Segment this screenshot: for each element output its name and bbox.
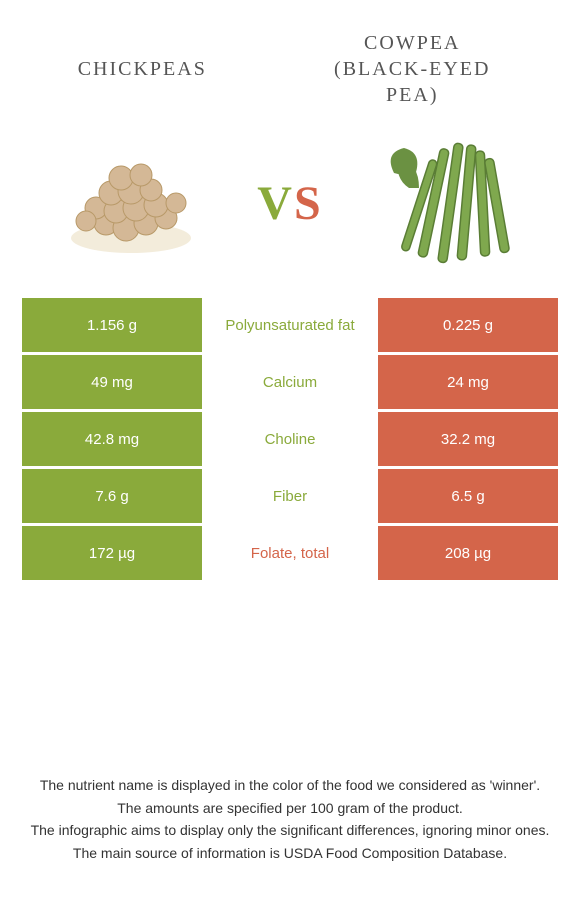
header: CHICKPEAS COWPEA (BLACK-EYED PEA): [0, 0, 580, 118]
nutrient-name-cell: Polyunsaturated fat: [202, 298, 378, 352]
footnote-line: The nutrient name is displayed in the co…: [30, 774, 550, 796]
images-row: VS: [0, 118, 580, 298]
left-value-cell: 7.6 g: [22, 469, 202, 523]
left-value-cell: 172 µg: [22, 526, 202, 580]
left-value-cell: 1.156 g: [22, 298, 202, 352]
nutrient-row: 42.8 mgCholine32.2 mg: [22, 412, 558, 466]
comparison-table: 1.156 gPolyunsaturated fat0.225 g49 mgCa…: [0, 298, 580, 580]
right-food-title: COWPEA (BLACK-EYED PEA): [322, 30, 502, 108]
nutrient-row: 7.6 gFiber6.5 g: [22, 469, 558, 523]
right-value-cell: 32.2 mg: [378, 412, 558, 466]
nutrient-name-cell: Fiber: [202, 469, 378, 523]
right-value-cell: 6.5 g: [378, 469, 558, 523]
chickpeas-image: [56, 138, 206, 268]
nutrient-row: 1.156 gPolyunsaturated fat0.225 g: [22, 298, 558, 352]
vs-v-letter: V: [257, 177, 294, 230]
vs-s-letter: S: [294, 177, 323, 230]
right-value-cell: 24 mg: [378, 355, 558, 409]
nutrient-name-cell: Folate, total: [202, 526, 378, 580]
left-value-cell: 42.8 mg: [22, 412, 202, 466]
vs-label: VS: [257, 176, 322, 231]
left-food-title: CHICKPEAS: [78, 58, 207, 81]
right-value-cell: 0.225 g: [378, 298, 558, 352]
cowpea-image: [374, 138, 524, 268]
nutrient-name-cell: Choline: [202, 412, 378, 466]
footnote-line: The main source of information is USDA F…: [30, 842, 550, 864]
left-value-cell: 49 mg: [22, 355, 202, 409]
nutrient-name-cell: Calcium: [202, 355, 378, 409]
nutrient-row: 49 mgCalcium24 mg: [22, 355, 558, 409]
footnote-line: The amounts are specified per 100 gram o…: [30, 797, 550, 819]
nutrient-row: 172 µgFolate, total208 µg: [22, 526, 558, 580]
footnotes: The nutrient name is displayed in the co…: [0, 774, 580, 864]
footnote-line: The infographic aims to display only the…: [30, 819, 550, 841]
right-value-cell: 208 µg: [378, 526, 558, 580]
